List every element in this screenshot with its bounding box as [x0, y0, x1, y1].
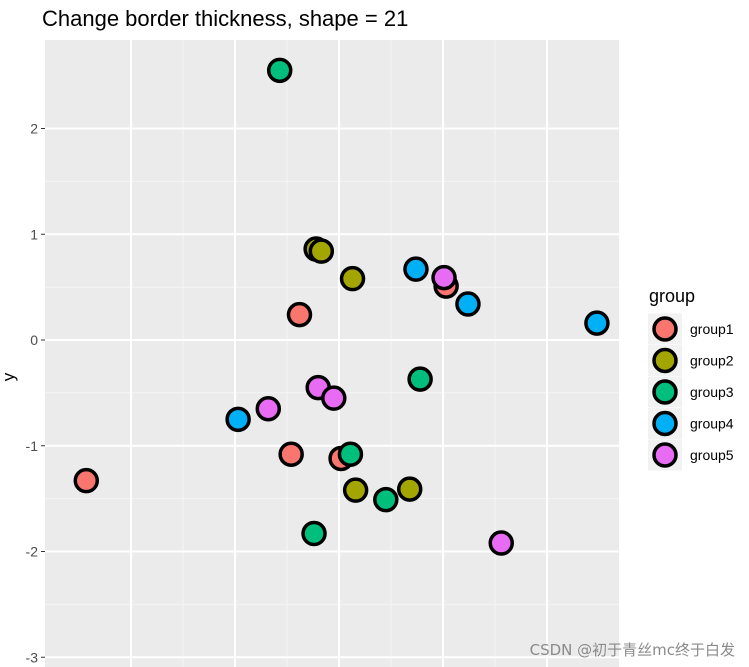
y-tick-label: -3: [26, 649, 39, 665]
watermark: CSDN @初于青丝mc终于白发: [530, 641, 735, 659]
legend-key-group5: [652, 442, 678, 468]
chart-title: Change border thickness, shape = 21: [42, 6, 408, 31]
data-point-group4: [455, 291, 481, 317]
data-points: [73, 57, 610, 556]
data-point-group3: [337, 441, 364, 467]
data-point-group1: [278, 441, 304, 467]
data-point-group5: [431, 264, 457, 291]
legend-title: group: [649, 286, 695, 306]
data-point-group2: [339, 265, 366, 292]
data-point-group4: [584, 310, 610, 336]
legend-key-group1: [652, 316, 678, 342]
data-point-group1: [73, 467, 100, 494]
data-point-group3: [407, 366, 433, 392]
grid-major: [45, 40, 619, 667]
data-point-group2: [342, 477, 369, 503]
data-point-group1: [286, 301, 313, 328]
y-tick-label: -1: [26, 438, 39, 454]
y-axis-title: y: [0, 372, 18, 381]
data-point-group3: [373, 486, 399, 513]
data-point-group5: [255, 395, 282, 422]
y-tick-label: 0: [30, 332, 38, 348]
y-tick-label: -2: [26, 544, 39, 560]
data-point-group5: [321, 385, 347, 411]
data-point-group2: [308, 238, 335, 264]
legend-key-group3: [652, 379, 678, 405]
legend-label-group2: group2: [690, 353, 734, 369]
data-point-group3: [266, 57, 293, 84]
data-point-group3: [301, 520, 327, 547]
legend: group group1 group2 group3 group4 group5: [648, 286, 734, 471]
data-point-group4: [403, 256, 429, 282]
legend-key-group4: [652, 410, 678, 437]
legend-label-group1: group1: [690, 321, 734, 337]
y-tick-label: 1: [30, 226, 38, 242]
legend-label-group5: group5: [690, 447, 734, 463]
data-point-group5: [488, 530, 514, 556]
legend-key-group2: [652, 347, 678, 374]
y-tick-label: 2: [30, 121, 38, 137]
legend-label-group3: group3: [690, 384, 734, 400]
plot-panel: [45, 40, 619, 667]
data-point-group4: [225, 406, 251, 433]
grid-minor: [45, 40, 619, 667]
legend-label-group4: group4: [690, 416, 734, 432]
y-axis: 2 1 0 -1 -2 -3: [26, 121, 45, 665]
data-point-group2: [396, 476, 423, 502]
